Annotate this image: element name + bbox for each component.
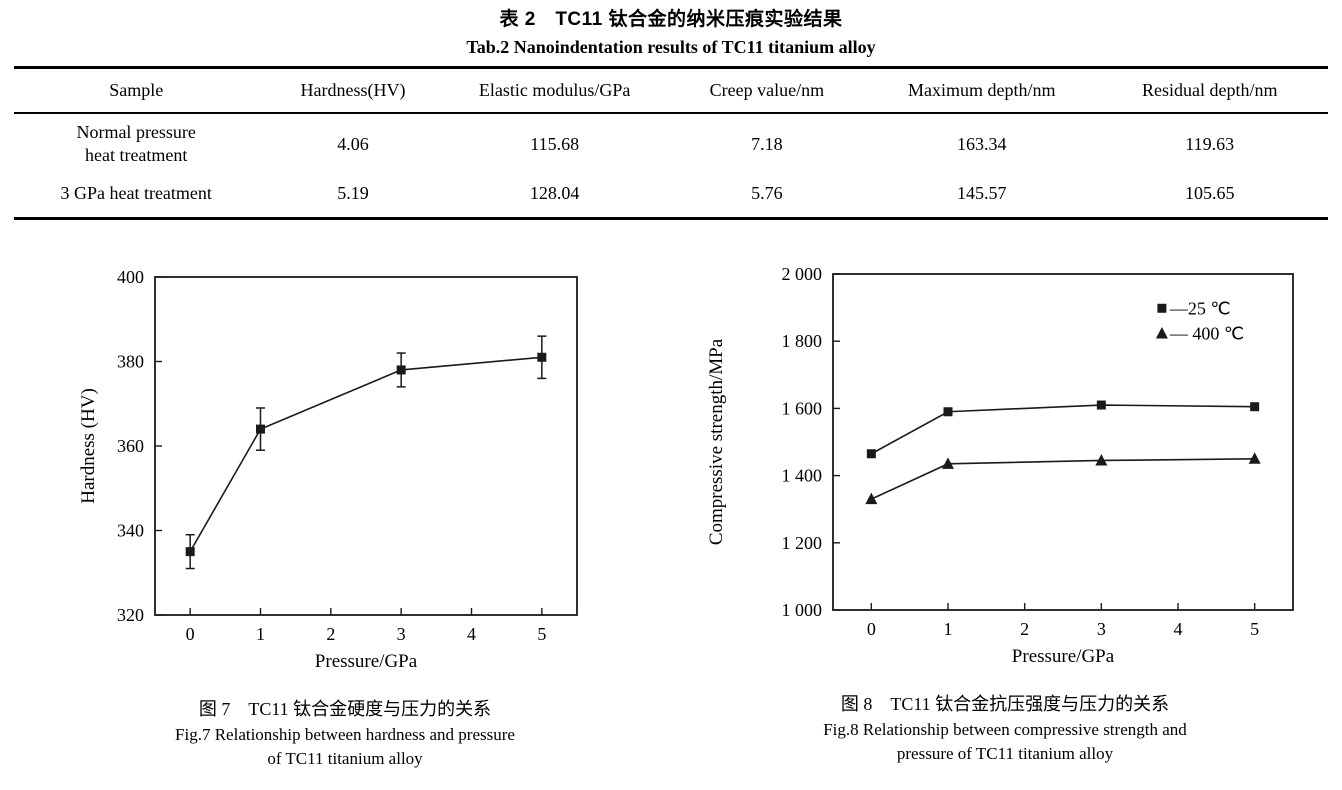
table-header-row: Sample Hardness(HV) Elastic modulus/GPa … <box>14 68 1328 113</box>
fig7-caption-en-line2: of TC11 titanium alloy <box>267 749 423 768</box>
cell-maximum-depth: 145.57 <box>956 183 1007 203</box>
svg-text:2: 2 <box>1020 619 1029 639</box>
cell-maximum-depth: 163.34 <box>956 133 1007 154</box>
fig8-caption-en-line1: Fig.8 Relationship between compressive s… <box>823 720 1187 739</box>
svg-text:5: 5 <box>537 624 546 644</box>
hardness-vs-pressure-chart: 0 1 2 3 4 5 320 340 360 380 400 Pressure/GPa Hardnes… <box>78 267 578 672</box>
col-header-maximum-depth: Maximum depth/nm <box>907 80 1056 100</box>
svg-text:3: 3 <box>1097 619 1106 639</box>
col-header-hardness: Hardness(HV) <box>300 80 406 100</box>
fig8-caption: 图 8 TC11 钛合金抗压强度与压力的关系 Fig.8 Relationshi… <box>705 691 1305 766</box>
cell-creep-value: 5.76 <box>751 183 783 203</box>
compressive-strength-vs-pressure-chart: 0 1 2 3 4 5 1 000 1 200 1 400 1 600 1 800 2 000 Pres… <box>706 264 1294 667</box>
svg-text:1 000: 1 000 <box>782 600 823 620</box>
svg-text:Hardness (HV): Hardness (HV) <box>78 388 99 504</box>
svg-text:Pressure/GPa: Pressure/GPa <box>1012 646 1115 667</box>
svg-text:3: 3 <box>397 624 406 644</box>
svg-text:360: 360 <box>117 436 144 456</box>
sample-line: Normal pressure <box>76 122 196 142</box>
fig7-caption: 图 7 TC11 钛合金硬度与压力的关系 Fig.7 Relationship … <box>40 696 650 771</box>
col-header-sample: Sample <box>109 80 164 100</box>
svg-text:Compressive strength/MPa: Compressive strength/MPa <box>706 338 727 545</box>
fig7-caption-zh: 图 7 TC11 钛合金硬度与压力的关系 <box>198 699 492 719</box>
svg-text:2: 2 <box>326 624 335 644</box>
table-title-block: 表 2 TC11 钛合金的纳米压痕实验结果 Tab.2 Nanoindentat… <box>0 0 1342 61</box>
table-row: Normal pressure heat treatment 4.06 115.… <box>14 113 1328 176</box>
cell-creep-value: 7.18 <box>751 133 783 154</box>
sample-line: heat treatment <box>84 145 188 165</box>
table-title-en: Tab.2 Nanoindentation results of TC11 ti… <box>466 37 876 57</box>
svg-text:1 200: 1 200 <box>782 533 823 553</box>
col-header-creep-value: Creep value/nm <box>709 80 825 100</box>
cell-elastic-modulus: 128.04 <box>529 183 580 203</box>
col-header-elastic-modulus: Elastic modulus/GPa <box>478 80 631 100</box>
svg-text:380: 380 <box>117 352 144 372</box>
fig8-caption-zh: 图 8 TC11 钛合金抗压强度与压力的关系 <box>840 694 1170 714</box>
svg-text:0: 0 <box>867 619 876 639</box>
svg-text:1: 1 <box>944 619 953 639</box>
svg-text:1 800: 1 800 <box>782 331 823 351</box>
svg-text:4: 4 <box>1174 619 1183 639</box>
svg-text:320: 320 <box>117 605 144 625</box>
cell-residual-depth: 105.65 <box>1184 183 1235 203</box>
cell-elastic-modulus: 115.68 <box>530 133 580 154</box>
nanoindentation-table: Sample Hardness(HV) Elastic modulus/GPa … <box>14 66 1328 220</box>
svg-text:Pressure/GPa: Pressure/GPa <box>315 651 418 672</box>
svg-text:400: 400 <box>117 267 144 287</box>
table-row: 3 GPa heat treatment 5.19 128.04 5.76 14… <box>14 176 1328 219</box>
fig7-caption-en-line1: Fig.7 Relationship between hardness and … <box>175 725 515 744</box>
svg-text:4: 4 <box>467 624 476 644</box>
svg-text:1 400: 1 400 <box>782 466 823 486</box>
svg-text:1: 1 <box>256 624 265 644</box>
sample-line: 3 GPa heat treatment <box>60 183 212 203</box>
cell-residual-depth: 119.63 <box>1185 133 1235 154</box>
cell-sample: Normal pressure heat treatment <box>14 113 258 176</box>
cell-sample: 3 GPa heat treatment <box>14 176 258 219</box>
svg-text:—25 ℃: —25 ℃ <box>1169 298 1231 318</box>
svg-text:5: 5 <box>1250 619 1259 639</box>
cell-hardness: 4.06 <box>337 133 369 154</box>
fig8-caption-en-line2: pressure of TC11 titanium alloy <box>896 744 1114 763</box>
svg-text:2 000: 2 000 <box>782 264 823 284</box>
svg-text:1 600: 1 600 <box>782 398 823 418</box>
table-title-zh: 表 2 TC11 钛合金的纳米压痕实验结果 <box>499 9 843 30</box>
svg-text:— 400 ℃: — 400 ℃ <box>1169 323 1244 343</box>
svg-text:0: 0 <box>186 624 195 644</box>
col-header-residual-depth: Residual depth/nm <box>1141 80 1278 100</box>
svg-text:340: 340 <box>117 521 144 541</box>
cell-hardness: 5.19 <box>337 183 369 203</box>
